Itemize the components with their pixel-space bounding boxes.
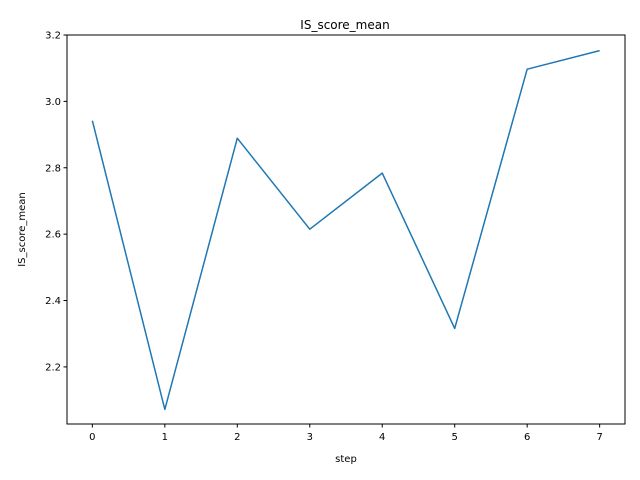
- y-tick-label: 2.6: [45, 230, 61, 241]
- y-tick-label: 2.8: [45, 163, 61, 174]
- chart-title: IS_score_mean: [300, 18, 389, 32]
- x-axis-ticks: 0 1 2 3 4 5 6 7: [89, 424, 603, 443]
- x-tick-label: 6: [524, 432, 530, 443]
- x-tick-label: 7: [596, 432, 602, 443]
- x-tick-label: 0: [89, 432, 95, 443]
- x-tick-label: 3: [307, 432, 313, 443]
- x-tick-label: 5: [452, 432, 458, 443]
- y-tick-label: 3.2: [45, 31, 61, 42]
- y-axis-ticks: 2.2 2.4 2.6 2.8 3.0 3.2: [45, 31, 67, 373]
- y-tick-label: 3.0: [45, 97, 61, 108]
- x-tick-label: 1: [162, 432, 168, 443]
- plot-area-frame: [66, 34, 626, 425]
- series-line-0: [91, 49, 600, 411]
- y-axis-label: IS_score_mean: [17, 192, 28, 267]
- series-lines: [91, 49, 600, 411]
- y-tick-label: 2.2: [45, 362, 61, 373]
- y-tick-label: 2.4: [45, 296, 61, 307]
- x-axis-label: step: [335, 454, 357, 465]
- x-tick-label: 2: [234, 432, 240, 443]
- x-tick-label: 4: [379, 432, 385, 443]
